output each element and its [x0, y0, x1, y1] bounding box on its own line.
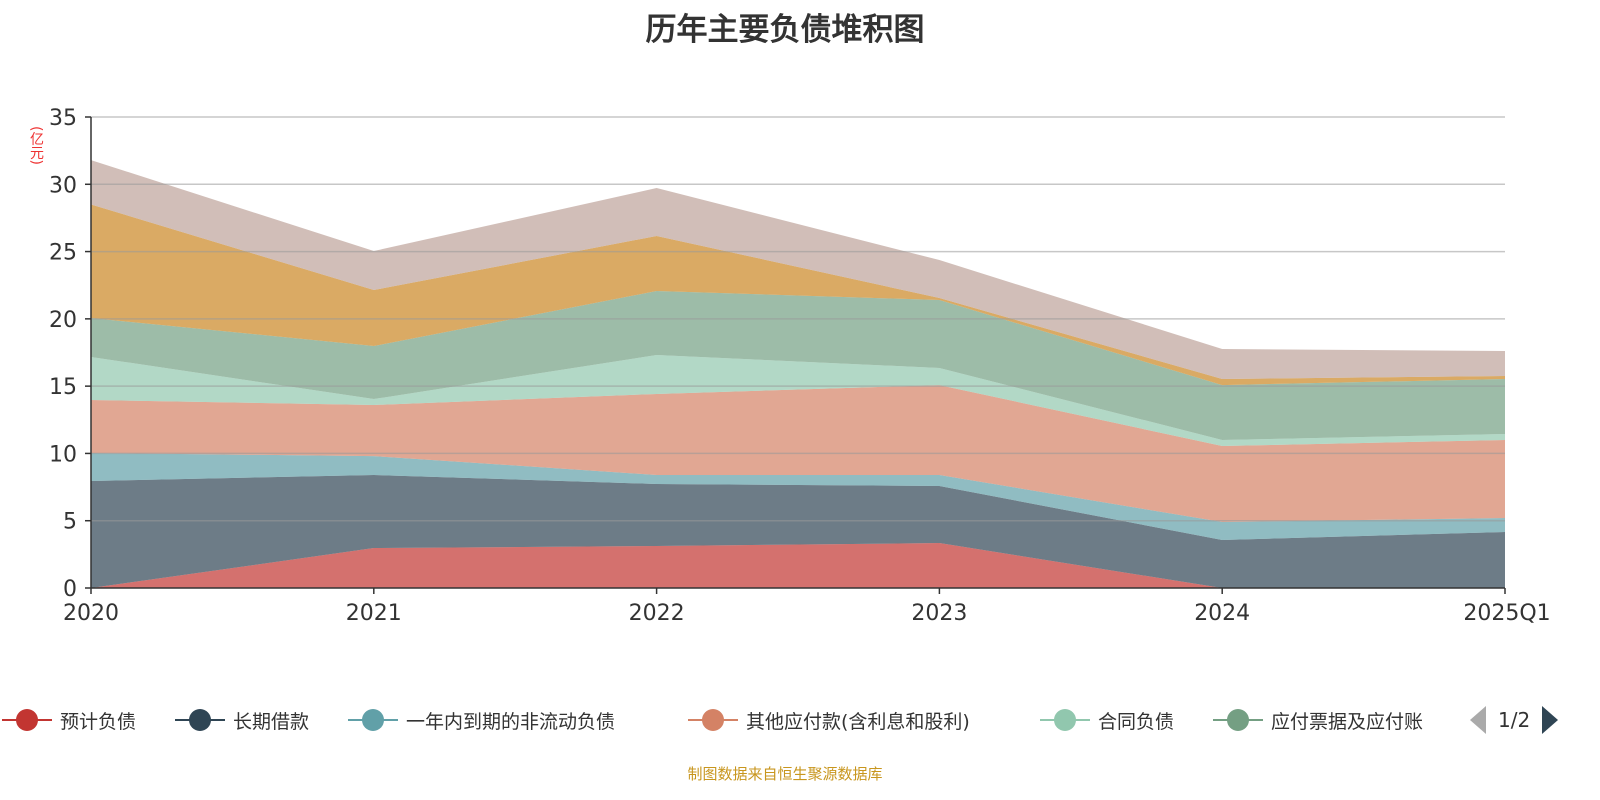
legend-marker-icon	[175, 705, 225, 735]
y-tick-label: 15	[49, 375, 77, 400]
area-series-6	[91, 204, 1505, 386]
legend-item[interactable]: 长期借款	[175, 705, 309, 735]
next-page-icon[interactable]	[1542, 706, 1559, 734]
x-tick-label: 2020	[63, 601, 119, 626]
legend: 预计负债 长期借款 一年内到期的非流动负债 其他应付款(含利息和股利) 合同负债 应付票据…	[0, 705, 1600, 735]
x-tick-label: 2023	[911, 601, 967, 626]
y-tick-label: 5	[63, 510, 77, 535]
legend-label: 应付票据及应付账	[1271, 710, 1424, 733]
y-tick-label: 25	[49, 241, 77, 266]
legend-marker-icon	[2, 705, 52, 735]
page-indicator: 1/2	[1498, 708, 1531, 732]
area-series-1	[91, 474, 1505, 588]
stacked-area-chart: 0 5 10 15 20 25 30 35 2020 2021 2022 2023 2024 2025Q1	[49, 106, 1551, 626]
source-note: 制图数据来自恒生聚源数据库	[687, 765, 883, 783]
y-tick-label: 20	[49, 308, 77, 333]
legend-item[interactable]: 预计负债	[2, 705, 136, 735]
area-series-5	[91, 291, 1505, 440]
legend-item[interactable]: 其他应付款(含利息和股利)	[688, 705, 970, 735]
area-series-4	[91, 355, 1505, 447]
legend-label: 其他应付款(含利息和股利)	[746, 710, 970, 733]
prev-page-icon[interactable]	[1470, 706, 1486, 734]
area-series-0	[91, 543, 1505, 588]
legend-item[interactable]: 一年内到期的非流动负债	[348, 705, 615, 735]
x-tick-label: 2024	[1194, 601, 1250, 626]
y-tick-label: 35	[49, 106, 77, 131]
y-tick-label: 0	[63, 577, 77, 602]
x-tick-label: 2021	[346, 601, 402, 626]
x-tick-label: 2025Q1	[1463, 601, 1550, 626]
area-series-2	[91, 453, 1505, 540]
chart-title: 历年主要负债堆积图	[645, 12, 925, 48]
legend-marker-icon	[348, 705, 398, 735]
legend-marker-icon	[1040, 705, 1090, 735]
area-series-7	[91, 160, 1505, 380]
legend-label: 预计负债	[60, 710, 137, 733]
y-tick-label: 30	[49, 173, 77, 198]
y-axis-label: (亿元)	[28, 126, 44, 165]
y-tick-label: 10	[49, 442, 77, 467]
legend-marker-icon	[1213, 705, 1263, 735]
legend-marker-icon	[688, 705, 738, 735]
legend-label: 合同负债	[1098, 710, 1175, 733]
legend-label: 长期借款	[233, 710, 310, 733]
legend-item[interactable]: 应付票据及应付账	[1213, 705, 1468, 735]
x-tick-label: 2022	[629, 601, 685, 626]
legend-pager: 1/2	[1470, 705, 1559, 735]
legend-label: 一年内到期的非流动负债	[406, 710, 616, 733]
legend-item[interactable]: 合同负债	[1040, 705, 1174, 735]
